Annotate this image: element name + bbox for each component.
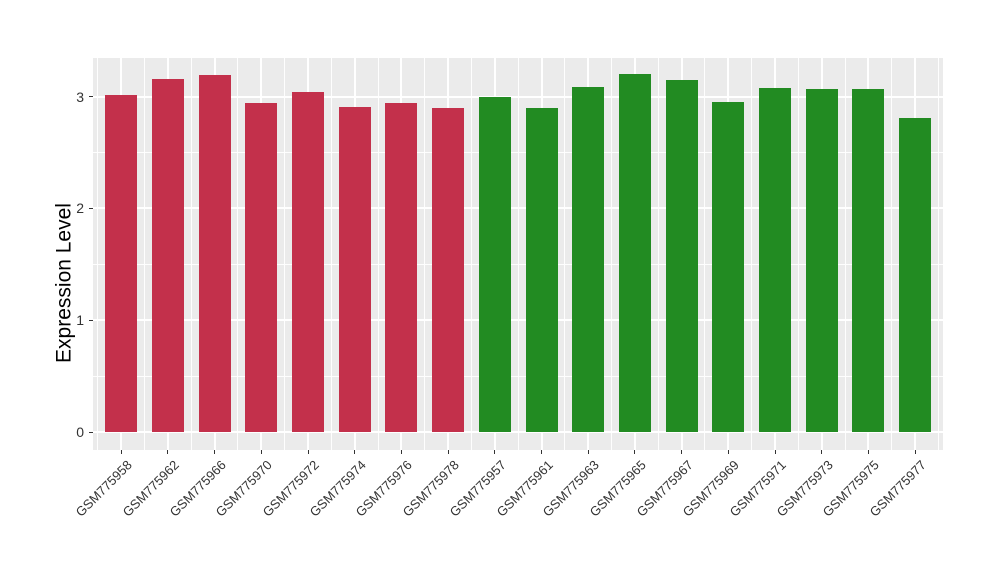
y-tick-1 — [88, 319, 93, 321]
x-tick-GSM775978 — [447, 450, 449, 454]
bar-GSM775965 — [618, 74, 651, 432]
gridline-minor-x-6 — [377, 58, 379, 450]
bar-GSM775962 — [151, 78, 184, 432]
gridline-minor-x-4 — [284, 58, 286, 450]
gridline-major-y-3 — [93, 95, 943, 98]
bar-GSM775971 — [759, 87, 791, 432]
x-tick-GSM775961 — [541, 450, 542, 454]
gridline-minor-x-5 — [330, 58, 332, 450]
gridline-major-y-2 — [93, 207, 943, 210]
bar-GSM775957 — [478, 96, 511, 432]
gridline-minor-x-0 — [97, 58, 99, 450]
bar-GSM775977 — [899, 117, 932, 432]
gridline-minor-y-1.5 — [93, 263, 943, 265]
gridline-major-y-1 — [93, 319, 943, 322]
y-tick-2 — [88, 207, 93, 209]
gridline-minor-x-1 — [144, 58, 146, 450]
x-tick-GSM775963 — [587, 450, 589, 454]
x-tick-GSM775957 — [494, 450, 496, 454]
y-tick-label-1: 1 — [76, 312, 84, 329]
gridline-minor-x-9 — [517, 58, 519, 450]
y-tick-label-3: 3 — [76, 88, 84, 105]
bar-GSM775975 — [852, 88, 885, 432]
x-tick-GSM775966 — [214, 450, 216, 454]
bar-GSM775963 — [572, 86, 605, 432]
gridline-minor-x-2 — [190, 58, 192, 450]
x-tick-GSM775973 — [821, 450, 823, 454]
gridline-minor-x-15 — [797, 58, 799, 450]
x-tick-GSM775974 — [354, 450, 356, 454]
gridline-minor-x-12 — [657, 58, 659, 450]
x-tick-GSM775972 — [307, 450, 309, 454]
x-tick-GSM775965 — [634, 450, 636, 454]
bar-GSM775970 — [245, 103, 278, 432]
bar-GSM775974 — [338, 106, 371, 432]
x-tick-GSM775969 — [727, 450, 729, 454]
x-tick-GSM775976 — [400, 450, 402, 454]
y-tick-3 — [88, 96, 93, 98]
bar-GSM775973 — [805, 88, 838, 432]
bar-GSM775961 — [525, 107, 558, 432]
bar-GSM775969 — [712, 102, 745, 432]
x-tick-GSM775962 — [167, 450, 169, 454]
bar-GSM775958 — [105, 95, 138, 432]
x-tick-GSM775967 — [681, 450, 683, 454]
x-tick-GSM775971 — [774, 450, 776, 454]
bar-GSM775967 — [665, 79, 698, 432]
gridline-minor-y-0.5 — [93, 375, 943, 377]
bar-GSM775966 — [198, 75, 231, 432]
gridline-minor-x-17 — [891, 58, 893, 450]
gridline-minor-x-3 — [237, 58, 239, 450]
gridline-minor-x-11 — [611, 58, 613, 450]
y-tick-label-2: 2 — [76, 200, 84, 217]
y-tick-0 — [88, 431, 93, 433]
gridline-minor-x-13 — [704, 58, 706, 450]
bar-GSM775976 — [385, 103, 418, 432]
y-axis-title: Expression Level — [52, 203, 76, 363]
bar-GSM775972 — [292, 92, 324, 432]
x-tick-GSM775975 — [867, 450, 869, 454]
gridline-minor-x-18 — [937, 58, 939, 450]
plot-panel — [93, 58, 943, 450]
bar-GSM775978 — [432, 107, 465, 432]
x-tick-GSM775958 — [120, 450, 122, 454]
gridline-minor-y-2.5 — [93, 152, 943, 153]
gridline-minor-x-14 — [751, 58, 753, 450]
gridline-minor-x-10 — [564, 58, 566, 450]
gridline-major-y-0 — [93, 431, 943, 433]
gridline-minor-x-16 — [844, 58, 846, 450]
x-tick-GSM775977 — [914, 450, 916, 454]
gridline-minor-x-7 — [424, 58, 426, 450]
x-tick-GSM775970 — [260, 450, 262, 454]
gridline-minor-x-8 — [470, 58, 472, 450]
y-tick-label-0: 0 — [76, 424, 84, 440]
